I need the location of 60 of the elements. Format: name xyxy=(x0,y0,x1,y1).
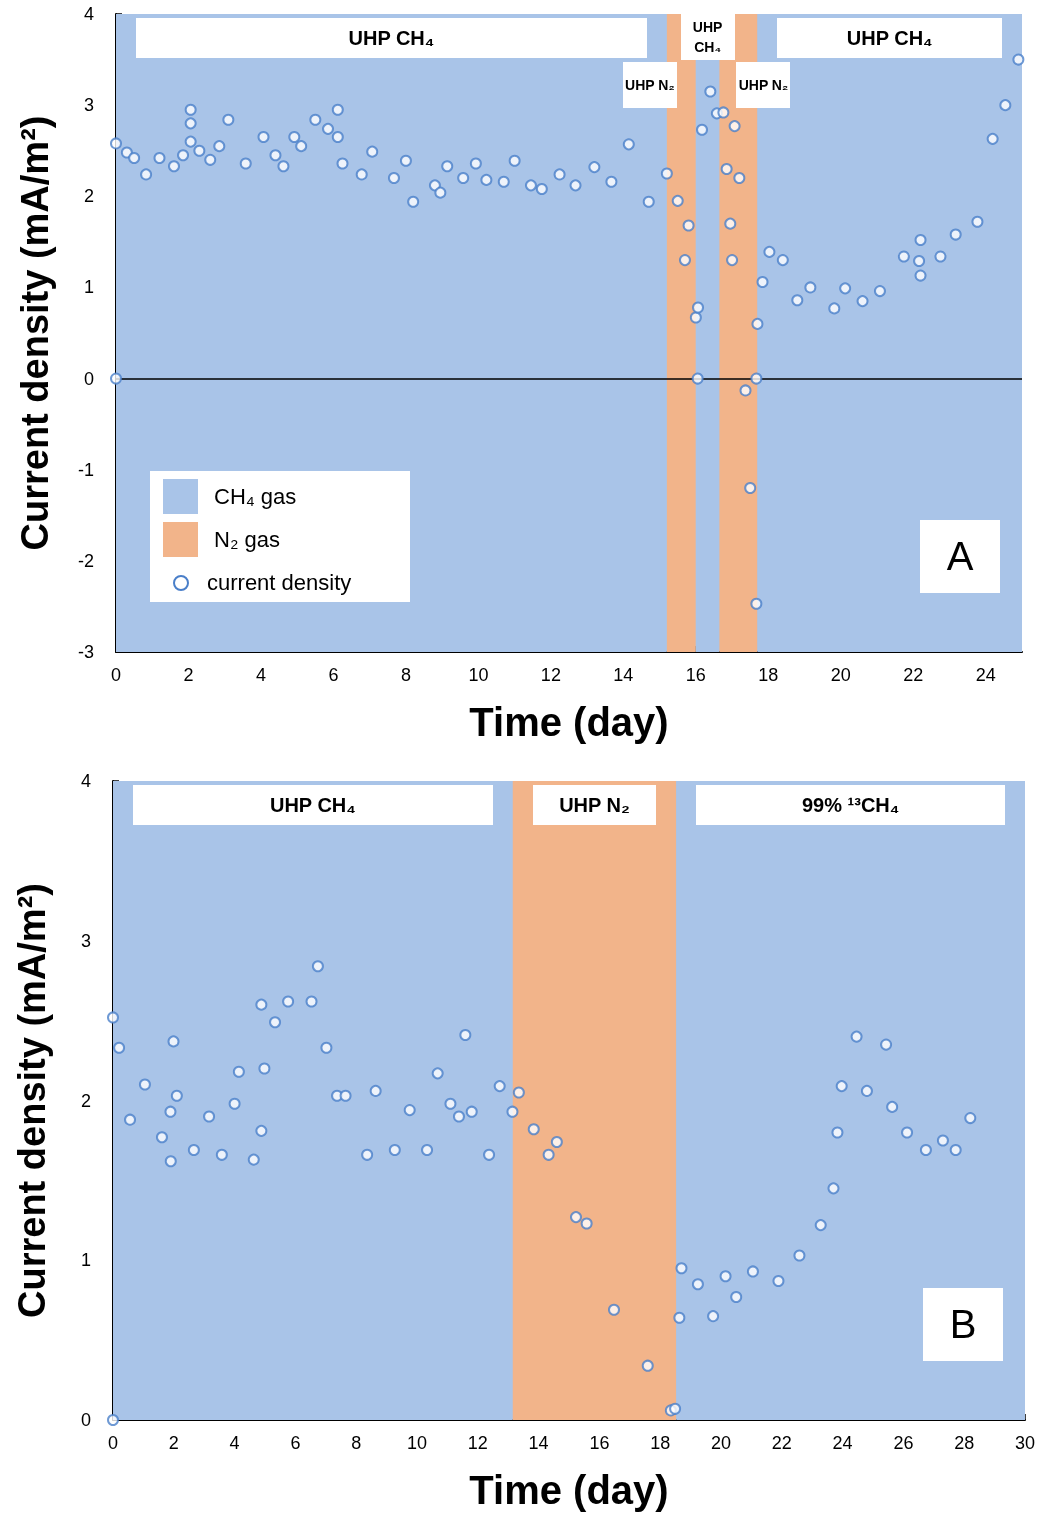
legend-label: current density xyxy=(207,569,352,596)
label-box: UHP N₂ xyxy=(622,62,677,108)
y-tick-label: 2 xyxy=(80,1090,91,1111)
x-tick-label: 24 xyxy=(832,1433,853,1453)
y-tick-label: 1 xyxy=(83,277,94,298)
x-tick-label: 6 xyxy=(328,665,339,685)
x-tick-label: 8 xyxy=(351,1433,362,1453)
x-tick-label: 22 xyxy=(903,665,924,685)
x-tick-label: 10 xyxy=(468,665,489,685)
y-tick-label: 4 xyxy=(80,771,91,791)
x-tick-label: 14 xyxy=(528,1433,549,1453)
x-tick-label: 8 xyxy=(400,665,411,685)
y-tick-label: 0 xyxy=(80,1410,91,1430)
x-tick-label: 28 xyxy=(954,1433,975,1453)
x-tick-label: 20 xyxy=(830,665,851,685)
x-tick-label: 10 xyxy=(406,1433,428,1453)
x-tick-label: 16 xyxy=(589,1433,610,1453)
x-tick-label: 24 xyxy=(975,665,996,685)
y-tick-label: 4 xyxy=(83,4,94,24)
label-box: 99% ¹³CH₄ xyxy=(696,785,1005,825)
x-tick-label: 2 xyxy=(183,665,194,685)
y-tick-label: 0 xyxy=(83,368,94,389)
label-box: UHP CH₄ xyxy=(777,18,1002,58)
x-tick-label: 30 xyxy=(1014,1433,1036,1453)
legend-box: CH₄ gas N₂ gas current density xyxy=(150,471,410,602)
x-tick-label: 4 xyxy=(229,1433,240,1453)
y-axis-title: Current density (mA/m²) xyxy=(14,115,56,551)
x-tick-label: 12 xyxy=(467,1433,488,1453)
label-box: UHP N₂ xyxy=(532,785,657,825)
x-tick-label: 14 xyxy=(613,665,634,685)
y-tick-label: -3 xyxy=(77,642,94,662)
label-box: UHP CH₄ xyxy=(680,14,735,60)
x-axis-title: Time (day) xyxy=(469,700,669,744)
label-box: UHP CH₄ xyxy=(136,18,647,58)
annotation: CH₄ gas xyxy=(214,483,297,510)
y-tick-label: 3 xyxy=(80,930,91,951)
y-tick-label: -1 xyxy=(77,459,94,480)
panel-letter-box: B xyxy=(923,1288,1003,1361)
x-tick-label: 0 xyxy=(107,1433,119,1453)
y-tick-label: 1 xyxy=(80,1250,91,1271)
x-tick-label: 22 xyxy=(771,1433,792,1453)
x-tick-label: 12 xyxy=(540,665,561,685)
x-axis-title: Time (day) xyxy=(469,1468,669,1512)
x-tick-label: 18 xyxy=(758,665,779,685)
label-box: UHP N₂ xyxy=(736,62,791,108)
x-tick-label: 16 xyxy=(685,665,706,685)
label-box: UHP CH₄ xyxy=(133,785,493,825)
x-tick-label: 18 xyxy=(650,1433,671,1453)
x-tick-label: 20 xyxy=(710,1433,732,1453)
x-tick-label: 6 xyxy=(290,1433,301,1453)
y-tick-label: -2 xyxy=(77,550,94,571)
y-tick-label: 2 xyxy=(83,186,94,207)
x-tick-label: 4 xyxy=(255,665,266,685)
x-tick-label: 0 xyxy=(110,665,122,685)
x-tick-label: 26 xyxy=(893,1433,914,1453)
y-tick-label: 3 xyxy=(83,95,94,116)
annotation: N₂ gas xyxy=(214,526,281,553)
x-tick-label: 2 xyxy=(168,1433,179,1453)
panel-letter-box: A xyxy=(920,520,1000,593)
y-axis-title: Current density (mA/m²) xyxy=(11,883,53,1318)
